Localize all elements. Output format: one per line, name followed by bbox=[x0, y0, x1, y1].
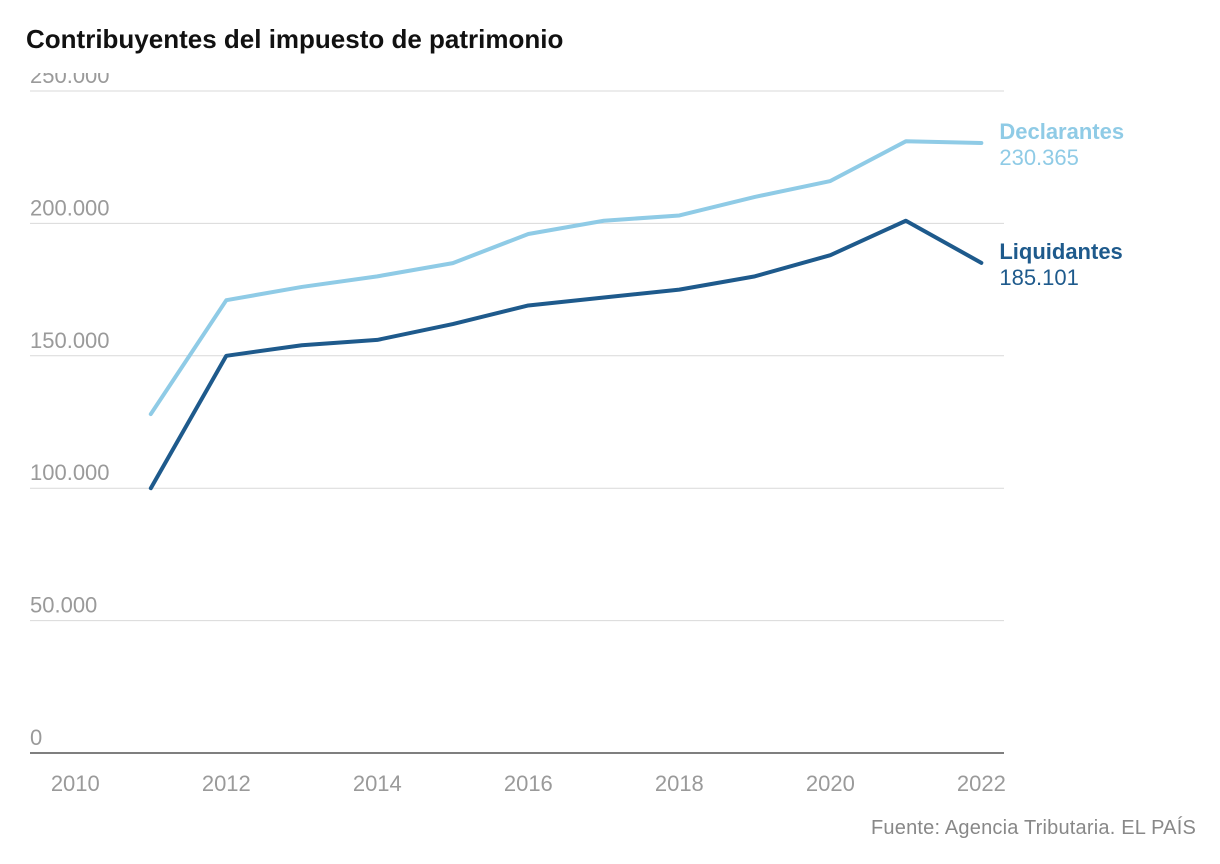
x-tick-label: 2016 bbox=[504, 771, 553, 796]
chart-title: Contribuyentes del impuesto de patrimoni… bbox=[26, 24, 1196, 55]
series-label-value-liquidantes: 185.101 bbox=[999, 265, 1079, 290]
series-label-name-declarantes: Declarantes bbox=[999, 119, 1124, 144]
x-tick-label: 2014 bbox=[353, 771, 402, 796]
source-separator: . bbox=[1110, 817, 1122, 839]
y-tick-label: 50.000 bbox=[30, 593, 97, 618]
x-tick-label: 2012 bbox=[202, 771, 251, 796]
source-prefix: Fuente: bbox=[871, 817, 945, 839]
series-line-declarantes bbox=[151, 141, 982, 414]
y-tick-label: 200.000 bbox=[30, 195, 110, 220]
source-agency: Agencia Tributaria bbox=[945, 817, 1110, 839]
chart-svg: 0 50.000 100.000 150.000 200.000 250.000 2010 2… bbox=[24, 73, 1184, 813]
y-tick-label: 150.000 bbox=[30, 328, 110, 353]
y-tick-label: 250.000 bbox=[30, 73, 110, 88]
x-tick-label: 2022 bbox=[957, 771, 1006, 796]
x-tick-label: 2020 bbox=[806, 771, 855, 796]
chart-source: Fuente: Agencia Tributaria. EL PAÍS bbox=[871, 817, 1196, 840]
y-tick-label: 0 bbox=[30, 725, 42, 750]
chart-container: Contribuyentes del impuesto de patrimoni… bbox=[0, 0, 1220, 864]
series-label-value-declarantes: 230.365 bbox=[999, 145, 1079, 170]
series-line-liquidantes bbox=[151, 221, 982, 488]
series-label-name-liquidantes: Liquidantes bbox=[999, 239, 1122, 264]
source-media: EL PAÍS bbox=[1121, 817, 1196, 839]
y-tick-label: 100.000 bbox=[30, 460, 110, 485]
x-tick-label: 2018 bbox=[655, 771, 704, 796]
chart-plot-area: 0 50.000 100.000 150.000 200.000 250.000 2010 2… bbox=[24, 73, 1196, 813]
x-tick-label: 2010 bbox=[51, 771, 100, 796]
